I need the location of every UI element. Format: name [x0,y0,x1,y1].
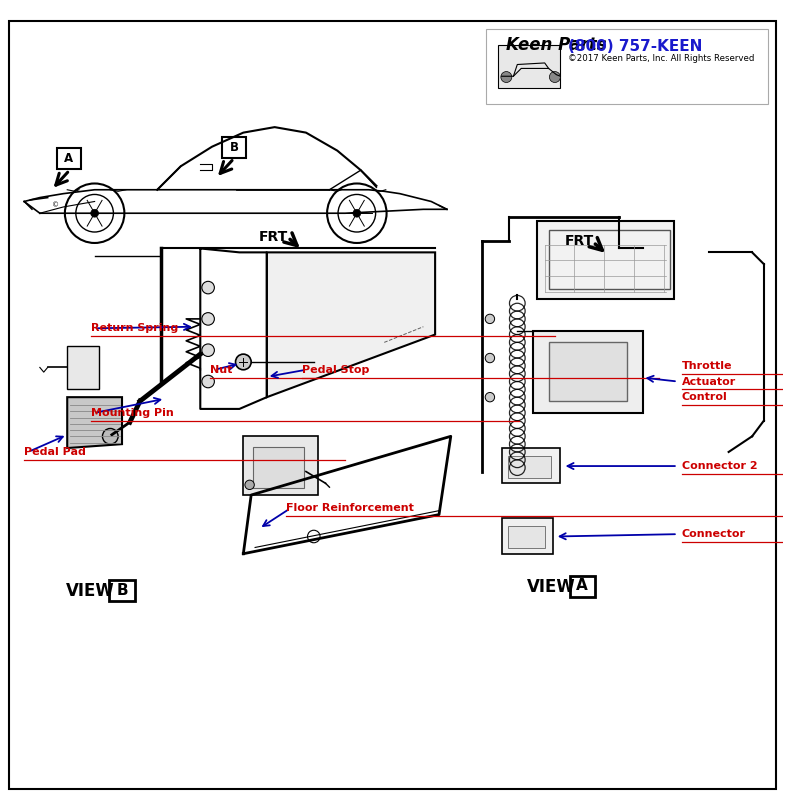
Circle shape [102,428,118,444]
Circle shape [307,531,320,543]
Text: Mounting Pin: Mounting Pin [90,407,174,418]
FancyBboxPatch shape [537,221,674,300]
FancyBboxPatch shape [508,526,546,548]
Circle shape [550,71,560,83]
Text: Pedal Stop: Pedal Stop [302,364,370,375]
Text: VIEW: VIEW [66,582,114,600]
FancyBboxPatch shape [570,576,594,597]
Circle shape [486,393,494,402]
Circle shape [353,209,361,217]
Circle shape [486,314,494,324]
Text: A: A [576,578,588,593]
FancyBboxPatch shape [57,148,81,169]
Circle shape [486,353,494,363]
FancyBboxPatch shape [222,137,246,158]
Circle shape [245,480,254,489]
Text: Throttle: Throttle [682,361,732,371]
FancyBboxPatch shape [502,448,560,484]
Circle shape [90,209,98,217]
Circle shape [501,71,512,83]
Text: ©2017 Keen Parts, Inc. All Rights Reserved: ©2017 Keen Parts, Inc. All Rights Reserv… [568,54,754,63]
FancyBboxPatch shape [486,29,768,104]
Text: Return Spring: Return Spring [90,323,178,333]
FancyBboxPatch shape [549,343,627,401]
Circle shape [202,313,214,325]
Text: B: B [116,583,128,598]
FancyBboxPatch shape [67,347,98,390]
FancyBboxPatch shape [498,45,560,88]
FancyBboxPatch shape [502,518,553,554]
Text: Pedal Pad: Pedal Pad [24,447,86,457]
Circle shape [202,281,214,294]
Text: FRT: FRT [564,233,594,248]
FancyBboxPatch shape [110,580,134,602]
FancyBboxPatch shape [508,456,551,478]
Circle shape [202,344,214,356]
FancyBboxPatch shape [243,437,318,495]
Text: Actuator: Actuator [682,377,736,386]
Text: B: B [230,141,238,154]
Circle shape [65,184,124,243]
Text: Nut: Nut [210,364,233,375]
Polygon shape [67,397,122,448]
Text: A: A [64,152,74,165]
FancyBboxPatch shape [9,21,776,789]
FancyBboxPatch shape [533,330,642,413]
Text: Keen Parts: Keen Parts [506,36,606,53]
Text: Connector: Connector [682,529,746,539]
Text: Control: Control [682,392,727,403]
Text: ©: © [52,202,59,208]
Text: VIEW: VIEW [526,578,575,595]
Polygon shape [267,253,435,397]
Text: (800) 757-KEEN: (800) 757-KEEN [568,39,702,53]
Text: Floor Reinforcement: Floor Reinforcement [286,503,414,514]
Circle shape [202,375,214,388]
Text: FRT: FRT [259,230,288,244]
FancyBboxPatch shape [253,447,304,488]
Text: Connector 2: Connector 2 [682,461,758,471]
Circle shape [327,184,386,243]
Circle shape [235,354,251,370]
